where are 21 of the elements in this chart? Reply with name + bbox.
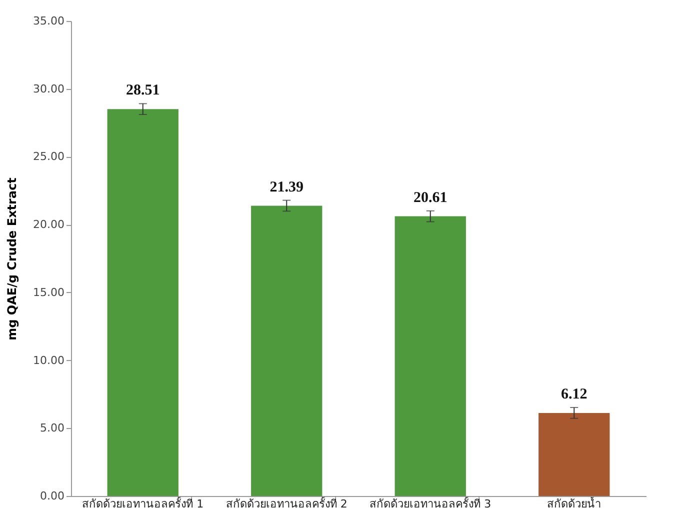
bar — [107, 109, 178, 496]
y-tick-label: 20.00 — [33, 218, 64, 232]
y-tick-label: 0.00 — [40, 490, 64, 502]
x-tick-label: สกัดด้วยน้ำ — [547, 496, 602, 510]
bar — [538, 412, 610, 496]
y-tick-label: 10.00 — [33, 354, 64, 367]
data-label: 6.12 — [561, 386, 588, 403]
bar — [251, 206, 322, 496]
y-tick-label: 25.00 — [33, 150, 64, 164]
x-tick-label: สกัดด้วยเอทานอลครั้งที่ 1 — [82, 496, 204, 510]
y-tick-label: 35.00 — [33, 14, 64, 28]
x-tick-label: สกัดด้วยเอทานอลครั้งที่ 2 — [226, 496, 348, 510]
y-tick-label: 5.00 — [40, 422, 64, 435]
x-tick-label: สกัดด้วยเอทานอลครั้งที่ 3 — [370, 496, 492, 510]
bar — [394, 216, 466, 496]
y-axis-title: mg QAE/g Crude Extract — [5, 177, 20, 340]
data-label: 28.51 — [126, 82, 160, 99]
data-label: 21.39 — [270, 179, 304, 196]
data-label: 20.61 — [414, 190, 448, 206]
y-tick-label: 15.00 — [33, 286, 64, 299]
y-tick-label: 30.00 — [33, 82, 64, 96]
